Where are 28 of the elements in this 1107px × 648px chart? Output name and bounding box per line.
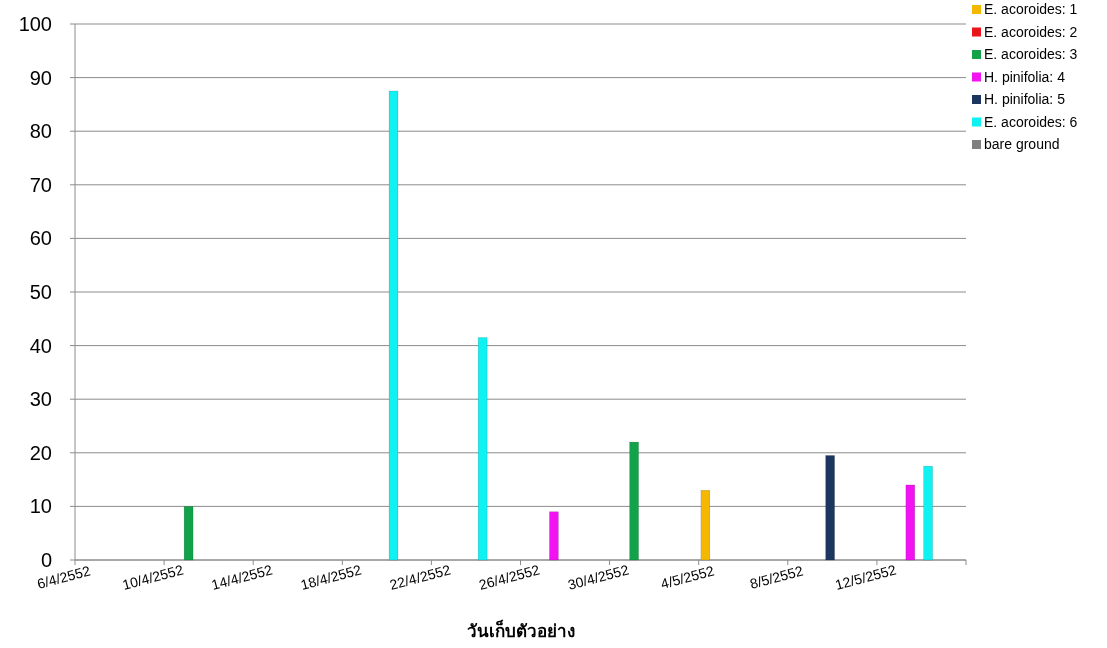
y-tick-label: 10 [29,495,52,518]
bar [923,465,933,561]
legend-label: H. pinifolia: 5 [984,91,1066,107]
y-tick-label: 100 [18,13,52,35]
y-tick-label: 70 [29,173,52,196]
legend-label: E. acoroides: 1 [984,1,1078,17]
legend-label: bare ground [984,136,1060,152]
x-tick-label: 4/5/2552 [659,562,716,592]
bar [549,511,559,561]
y-tick-label: 30 [29,388,52,411]
y-tick-label: 60 [29,227,52,250]
bar [629,441,639,561]
y-tick-label: 90 [29,66,52,89]
legend-label: E. acoroides: 2 [984,23,1078,40]
y-tick-label: 20 [29,441,52,464]
y-tick-label: 80 [29,120,52,143]
bar [388,90,399,561]
legend-label: E. acoroides: 3 [984,46,1078,62]
bar [905,484,916,561]
bar [183,506,194,561]
legend-label: E. acoroides: 6 [984,113,1078,130]
bar [477,337,488,561]
y-tick-label: 40 [29,334,52,357]
y-tick-label: 0 [40,549,52,571]
x-tick-label: 8/5/2552 [748,562,806,592]
x-axis-title: วันเก็บตัวอย่าง [466,619,575,641]
legend-label: H. pinifolia: 4 [984,68,1066,85]
y-tick-label: 50 [29,281,52,303]
